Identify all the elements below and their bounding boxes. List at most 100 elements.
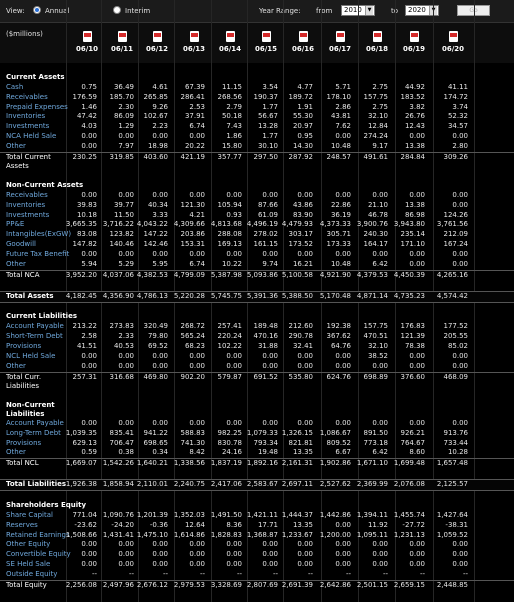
line-item-link[interactable]: Outside Equity (6, 570, 58, 579)
row-label: Current Liabilities (6, 312, 77, 321)
line-item-link[interactable]: Account Payable (6, 322, 64, 331)
line-item-link[interactable]: SE Held Sale (6, 560, 51, 569)
value-cell: 1.29 (118, 122, 134, 131)
line-item-link[interactable]: Prepaid Expenses (6, 102, 68, 111)
value-cell: 421.19 (180, 153, 206, 162)
period-label: 06/14 (218, 45, 241, 53)
pdf-report-icon[interactable] (82, 31, 92, 42)
units-label: ($millions) (6, 30, 43, 38)
line-item-link[interactable]: Retained Earnings (6, 530, 70, 539)
value-cell: -- (419, 570, 425, 579)
line-item-link[interactable]: Investments (6, 210, 50, 219)
pdf-report-icon[interactable] (409, 31, 419, 42)
line-item-link[interactable]: Other (6, 361, 26, 370)
value-cell: 273.83 (109, 322, 135, 331)
value-cell: 10.48 (330, 142, 351, 151)
value-cell: 2,125.57 (436, 480, 468, 489)
annual-label[interactable]: Annual (45, 7, 70, 15)
line-item-link[interactable]: Account Payable (6, 418, 64, 427)
pdf-report-icon[interactable] (189, 31, 199, 42)
value-cell: 5.29 (118, 260, 134, 269)
pdf-report-icon[interactable] (225, 31, 235, 42)
value-cell: 588.83 (180, 428, 206, 437)
value-cell: 0.00 (118, 418, 134, 427)
value-cell: 367.62 (326, 332, 352, 341)
line-item-link[interactable]: Future Tax Benefit (6, 250, 70, 259)
value-cell: 1,926.38 (65, 480, 97, 489)
interim-radio[interactable] (113, 6, 121, 14)
line-item-link[interactable]: Other (6, 142, 26, 151)
value-cell: 3,761.56 (436, 220, 468, 229)
value-cell: 1.46 (81, 102, 97, 111)
line-item-link[interactable]: Provisions (6, 342, 42, 351)
table-row: Convertible Equity 0.00 0.00 0.00 0.00 0.00 0.… (0, 550, 514, 560)
line-item-link[interactable]: Cash (6, 82, 24, 91)
value-cell: 5,391.36 (246, 291, 278, 300)
pdf-report-icon[interactable] (335, 31, 345, 42)
pdf-icon-wrap (315, 31, 351, 44)
table-row: Short-Term Debt 2.58 2.33 79.80 565.24 220.24… (0, 332, 514, 342)
pdf-report-icon[interactable] (117, 31, 127, 42)
line-item-link[interactable]: Receivables (6, 92, 48, 101)
value-cell: 4,450.39 (393, 270, 425, 279)
value-cell: 4,309.66 (173, 220, 205, 229)
table-row: Outside Equity -- -- -- -- -- -- -- -- -- -- -- (0, 570, 514, 580)
value-cell: 235.14 (400, 230, 426, 239)
line-item-link[interactable]: Other (6, 260, 26, 269)
value-cell: 5.95 (152, 260, 168, 269)
pdf-report-icon[interactable] (152, 31, 162, 42)
line-item-link[interactable]: NCL Held Sale (6, 352, 56, 361)
line-item-link[interactable]: Long-Term Debt (6, 428, 61, 437)
line-item-link[interactable]: Intangibles(ExGW) (6, 230, 72, 239)
line-item-link[interactable]: PP&E (6, 220, 25, 229)
pdf-icon-wrap (205, 31, 241, 44)
interim-label[interactable]: Interim (125, 7, 151, 15)
row-label: Shareholders Equity (6, 500, 87, 509)
value-cell: 0.00 (297, 190, 313, 199)
line-item-link[interactable]: Other (6, 448, 26, 457)
line-item-link[interactable]: Inventories (6, 200, 46, 209)
line-item-link[interactable]: Reserves (6, 520, 38, 529)
line-item-link[interactable]: Receivables (6, 190, 48, 199)
line-item-link[interactable]: NCA Held Sale (6, 132, 57, 141)
line-item-link[interactable]: Share Capital (6, 510, 53, 519)
line-item-link[interactable]: Provisions (6, 438, 42, 447)
value-cell: 0.00 (262, 190, 278, 199)
value-cell: 0.00 (81, 190, 97, 199)
value-cell: 0.00 (262, 550, 278, 559)
spacer-row (0, 469, 514, 479)
value-cell: 203.86 (180, 230, 206, 239)
pdf-report-icon[interactable] (448, 31, 458, 42)
section-header: Shareholders Equity (0, 501, 514, 511)
pdf-report-icon[interactable] (298, 31, 308, 42)
value-cell: 0.00 (409, 260, 425, 269)
go-button[interactable]: Go (457, 5, 490, 16)
pdf-report-icon[interactable] (261, 31, 271, 42)
value-cell: 1,079.33 (246, 428, 278, 437)
line-item-link[interactable]: Goodwill (6, 240, 36, 249)
value-cell: 171.10 (400, 240, 426, 249)
value-cell: 173.52 (288, 240, 314, 249)
line-item-link[interactable]: Short-Term Debt (6, 332, 63, 341)
value-cell: 121.39 (400, 332, 426, 341)
annual-radio[interactable] (33, 6, 41, 14)
line-item-link[interactable]: Convertible Equity (6, 550, 71, 559)
table-row: Goodwill 147.82 140.46 142.46 153.31 169.13 16… (0, 240, 514, 250)
value-cell: 26.76 (404, 112, 425, 121)
value-cell: 3,943.80 (393, 220, 425, 229)
pdf-report-icon[interactable] (372, 31, 382, 42)
row-label: Non-Current Assets (6, 180, 84, 189)
table-row: Investments 10.18 11.50 3.33 4.21 0.93 61.09 83… (0, 211, 514, 221)
value-cell: 0.00 (452, 560, 468, 569)
line-item-link[interactable]: Other Equity (6, 540, 51, 549)
value-cell: 157.75 (363, 322, 389, 331)
value-cell: 41.51 (76, 342, 97, 351)
line-item-link[interactable]: Investments (6, 122, 50, 131)
section-header: Non-Current Liabilities (0, 401, 514, 419)
value-cell: 37.91 (184, 112, 205, 121)
total-row: Total Assets 4,182.45 4,356.90 4,786.13 5,22… (0, 290, 514, 303)
table-row: Provisions 41.51 40.53 69.52 68.23 102.22 31.8… (0, 342, 514, 352)
value-cell: -38.31 (445, 520, 468, 529)
line-item-link[interactable]: Inventories (6, 112, 46, 121)
value-cell: 0.00 (297, 352, 313, 361)
